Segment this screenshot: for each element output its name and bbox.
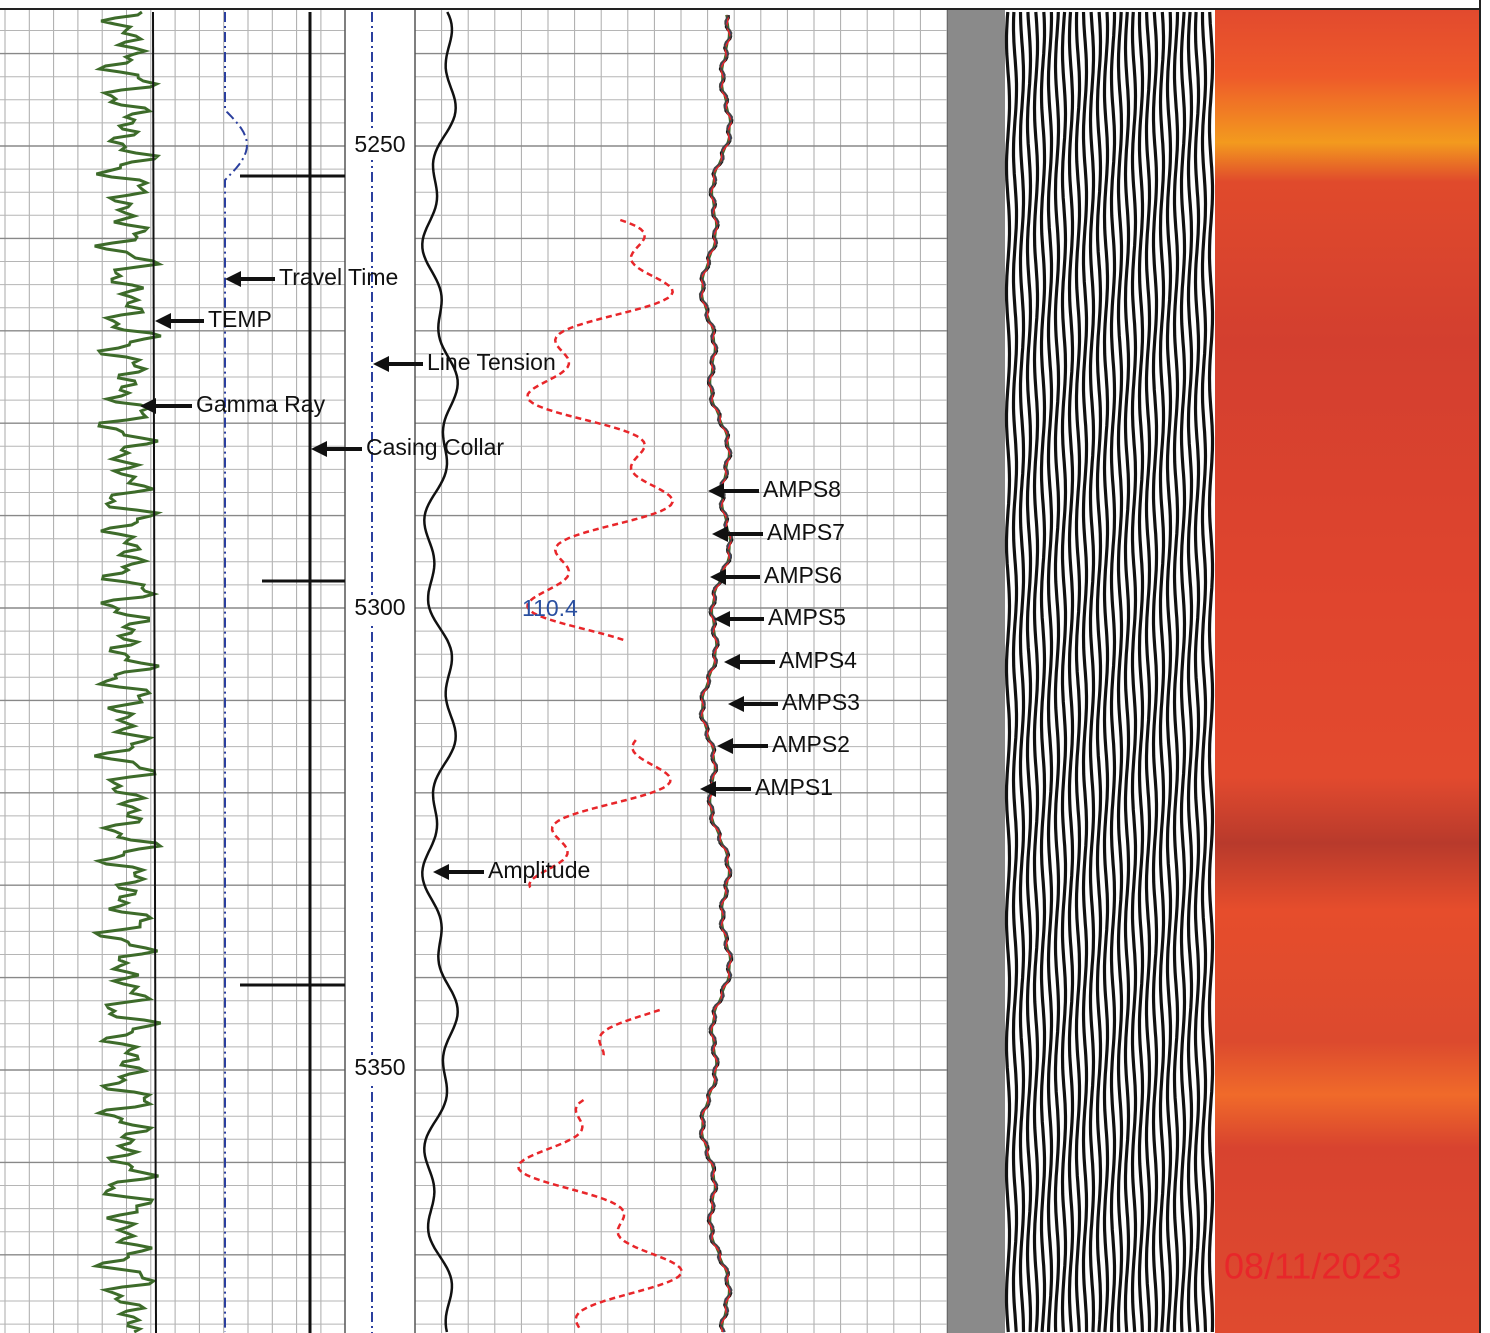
curve-label: TEMP <box>208 306 272 332</box>
vdl-stripe <box>1088 11 1096 1333</box>
vdl-stripe <box>1116 11 1124 1333</box>
curve-label: AMPS4 <box>779 647 857 673</box>
curve-label: AMPS8 <box>763 476 841 502</box>
depth-bg <box>350 132 410 160</box>
amps-curve <box>700 14 733 1333</box>
vdl-stripe <box>1137 11 1145 1333</box>
vdl-stripe <box>1039 11 1047 1333</box>
vdl-stripe <box>1165 11 1173 1333</box>
depth-label: 5300 <box>354 594 405 620</box>
vdl-stripe <box>1032 11 1040 1333</box>
curve-label: Casing Collar <box>366 434 504 460</box>
curve-label: AMPS2 <box>772 731 850 757</box>
vdl-stripe <box>1011 11 1019 1333</box>
arrow-head <box>373 356 389 372</box>
arrow-head <box>712 526 728 542</box>
curve-label: AMPS3 <box>782 689 860 715</box>
curve-label: Gamma Ray <box>196 391 326 417</box>
date-stamp: 08/11/2023 <box>1224 1246 1402 1287</box>
depth-bg <box>350 1055 410 1083</box>
red-amplitude-curve <box>516 1098 684 1332</box>
vdl-stripe <box>1060 11 1068 1333</box>
curve-label: Amplitude <box>488 857 590 883</box>
vdl-stripe <box>1081 11 1089 1332</box>
arrow-head <box>708 483 724 499</box>
vdl-stripe <box>1109 12 1117 1333</box>
vdl-stripe <box>1158 11 1166 1333</box>
depth-bg <box>350 595 410 623</box>
vdl-stripe <box>1025 11 1033 1333</box>
vdl-stripe <box>1018 11 1026 1333</box>
vdl-stripe <box>1053 11 1061 1333</box>
vdl-stripe <box>1123 11 1131 1333</box>
vdl-stripe <box>1102 11 1110 1333</box>
grid <box>0 10 949 1333</box>
vdl-track <box>1004 11 1215 1333</box>
vdl-stripe <box>1144 11 1152 1333</box>
arrow-head <box>714 611 730 627</box>
depth-label: 5350 <box>354 1054 405 1080</box>
vdl-stripe <box>1172 11 1180 1332</box>
depth-labels: 5250 5300 5350 <box>350 131 410 1083</box>
curve-labels: Travel Time TEMP Line Tension Gamma Ray … <box>140 264 860 883</box>
vdl-stripe <box>1067 11 1075 1333</box>
vdl-stripe <box>1046 11 1054 1333</box>
curve-label: AMPS7 <box>767 519 845 545</box>
curve-label: AMPS1 <box>755 774 833 800</box>
amps-curve <box>698 14 734 1333</box>
vdl-stripe <box>1200 12 1208 1333</box>
vdl-stripe <box>1004 11 1012 1333</box>
curve-label: AMPS6 <box>764 562 842 588</box>
arrow-head <box>433 864 449 880</box>
vdl-gray-band <box>948 10 1005 1333</box>
arrow-head <box>728 696 744 712</box>
amplitude-curve <box>421 11 459 1333</box>
red-amplitude-curve <box>526 218 675 642</box>
vdl-stripe <box>1130 11 1138 1333</box>
arrow-head <box>155 313 171 329</box>
amplitude-map <box>1215 10 1480 1333</box>
vdl-stripe <box>1193 11 1201 1333</box>
vdl-stripe <box>1179 11 1187 1333</box>
vdl-stripe <box>1151 11 1159 1333</box>
vdl-stripe <box>1186 11 1194 1333</box>
curve-label: Line Tension <box>427 349 556 375</box>
curve-label: Travel Time <box>279 264 398 290</box>
arrow-head <box>140 398 156 414</box>
arrow-head <box>710 569 726 585</box>
arrow-head <box>700 781 716 797</box>
curve-label: AMPS5 <box>768 604 846 630</box>
annotation: 110.4 <box>522 595 578 621</box>
travel-time-curve <box>224 12 249 1332</box>
arrow-head <box>225 271 241 287</box>
vdl-stripe <box>1207 11 1215 1333</box>
arrow-head <box>717 738 733 754</box>
arrow-head <box>311 441 327 457</box>
vdl-stripe <box>1074 11 1082 1333</box>
gamma-ray-curve <box>90 10 165 1333</box>
arrow-head <box>724 654 740 670</box>
red-amplitude-curve <box>598 1008 661 1059</box>
depth-label: 5250 <box>354 131 405 157</box>
curves <box>90 10 734 1333</box>
vdl-stripe <box>1095 11 1103 1333</box>
temp-curve <box>152 11 157 1333</box>
